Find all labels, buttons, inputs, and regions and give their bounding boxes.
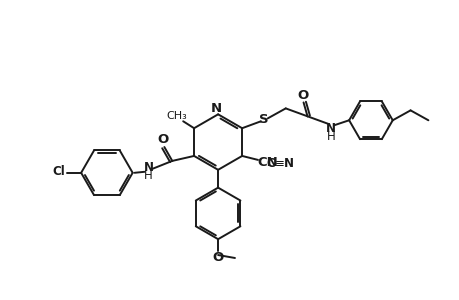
Text: N: N xyxy=(283,158,293,170)
Text: C: C xyxy=(266,158,274,170)
Text: Cl: Cl xyxy=(52,165,65,178)
Text: O: O xyxy=(212,251,223,265)
Text: CN: CN xyxy=(257,156,278,170)
Text: O: O xyxy=(297,89,308,102)
Text: N: N xyxy=(210,102,221,115)
Text: O: O xyxy=(157,133,168,146)
Text: N: N xyxy=(143,161,153,174)
Text: ≡: ≡ xyxy=(274,158,284,170)
Text: CH₃: CH₃ xyxy=(166,111,186,121)
Text: S: S xyxy=(258,113,268,126)
Text: H: H xyxy=(326,130,335,142)
Text: H: H xyxy=(144,169,152,182)
Text: N: N xyxy=(325,122,336,135)
